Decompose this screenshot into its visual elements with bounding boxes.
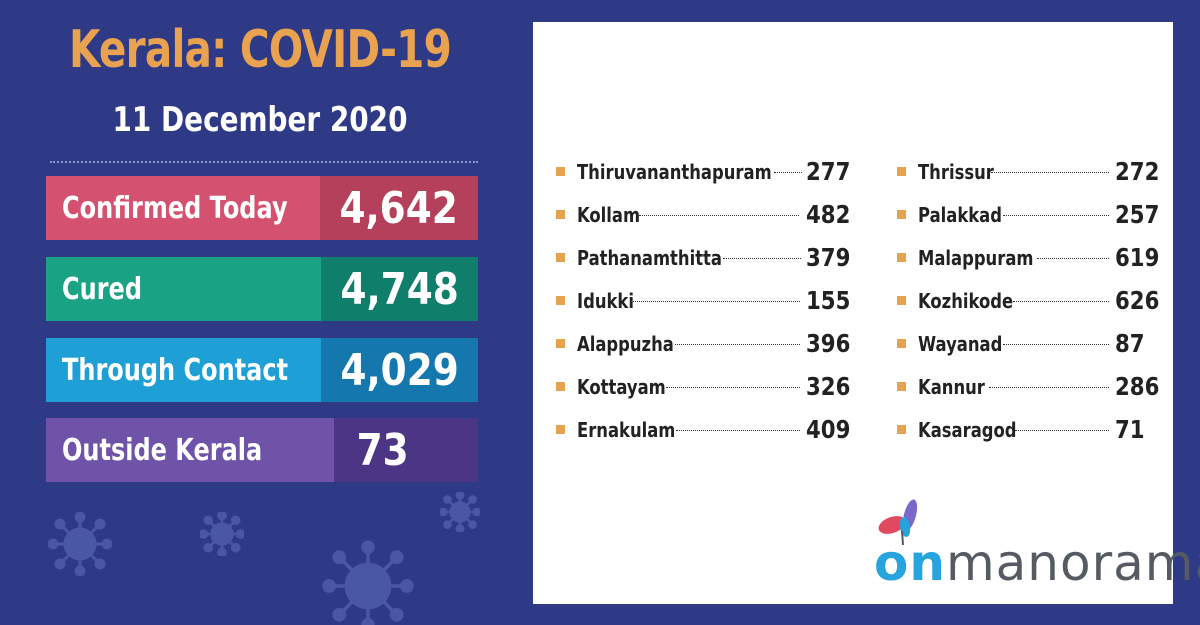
leader-dots [639, 214, 799, 216]
stat-confirmed-today: Confirmed Today 4,642 [46, 176, 478, 240]
stat-label: Cured [46, 257, 321, 321]
leader-dots [989, 386, 1109, 388]
logo-suffix: manorama [945, 534, 1200, 592]
divider [50, 161, 478, 163]
district-value: 409 [806, 415, 851, 444]
district-row-kannur: Kannur 286 [897, 365, 1197, 408]
district-row-wayanad: Wayanad 87 [897, 322, 1197, 365]
leader-dots [991, 171, 1109, 173]
district-row-kozhikode: Kozhikode 626 [897, 279, 1197, 322]
stat-label: Outside Kerala [46, 418, 334, 482]
district-value: 626 [1115, 286, 1160, 315]
bullet [556, 296, 565, 305]
bullet [556, 382, 565, 391]
leader-dots [774, 171, 802, 173]
leader-dots [1003, 214, 1109, 216]
leader-dots [1013, 300, 1109, 302]
district-value: 619 [1115, 243, 1160, 272]
bullet [897, 425, 906, 434]
district-row-ernakulam: Ernakulam 409 [556, 408, 856, 451]
virus-icon [322, 540, 414, 625]
bullet [897, 339, 906, 348]
district-value: 379 [806, 243, 851, 272]
stat-label: Confirmed Today [46, 176, 320, 240]
district-value: 71 [1115, 415, 1145, 444]
district-row-thiruvananthapuram: Thiruvananthapuram 277 [556, 150, 856, 193]
bullet [556, 167, 565, 176]
district-value: 482 [806, 200, 851, 229]
bullet [556, 210, 565, 219]
stat-outside-kerala: Outside Kerala 73 [46, 418, 478, 482]
district-name: Malappuram [918, 245, 1034, 270]
district-list-right: Thrissur 272 Palakkad 257 Malappuram 619… [897, 150, 1197, 451]
district-value: 257 [1115, 200, 1160, 229]
leader-dots [1015, 429, 1109, 431]
bullet [897, 210, 906, 219]
bullet [897, 382, 906, 391]
district-name: Kottayam [577, 374, 666, 399]
leader-dots [1037, 257, 1109, 259]
district-panel [533, 22, 1173, 604]
leader-dots [666, 386, 800, 388]
district-name: Kasaragod [918, 417, 1017, 442]
district-name: Alappuzha [577, 331, 674, 356]
district-value: 326 [806, 372, 851, 401]
bullet [556, 425, 565, 434]
district-value: 277 [806, 157, 851, 186]
stat-label: Through Contact [46, 338, 321, 402]
district-name: Kannur [918, 374, 985, 399]
butterfly-logo-icon [878, 499, 918, 546]
district-list-left: Thiruvananthapuram 277 Kollam 482 Pathan… [556, 150, 856, 451]
district-row-kollam: Kollam 482 [556, 193, 856, 236]
district-value: 396 [806, 329, 851, 358]
district-value: 87 [1115, 329, 1145, 358]
district-name: Pathanamthitta [577, 245, 722, 270]
leader-dots [630, 300, 800, 302]
district-row-palakkad: Palakkad 257 [897, 193, 1197, 236]
leader-dots [723, 257, 801, 259]
stat-value: 4,642 [320, 176, 478, 240]
bullet [897, 296, 906, 305]
logo-prefix: on [874, 534, 946, 592]
district-row-malappuram: Malappuram 619 [897, 236, 1197, 279]
district-row-idukki: Idukki 155 [556, 279, 856, 322]
district-value: 272 [1115, 157, 1160, 186]
district-name: Idukki [577, 288, 634, 313]
report-date: 11 December 2020 [112, 100, 408, 140]
page-title: Kerala: COVID-19 [68, 20, 452, 80]
district-name: Kollam [577, 202, 641, 227]
district-row-pathanamthitta: Pathanamthitta 379 [556, 236, 856, 279]
district-name: Kozhikode [918, 288, 1014, 313]
stat-cured: Cured 4,748 [46, 257, 478, 321]
stat-value: 4,029 [321, 338, 478, 402]
district-name: Ernakulam [577, 417, 676, 442]
district-name: Thrissur [918, 159, 994, 184]
bullet [897, 253, 906, 262]
district-row-thrissur: Thrissur 272 [897, 150, 1197, 193]
leader-dots [676, 429, 800, 431]
leader-dots [675, 343, 800, 345]
district-value: 286 [1115, 372, 1160, 401]
stat-value: 4,748 [321, 257, 478, 321]
virus-icon [48, 512, 112, 576]
bullet [556, 339, 565, 348]
district-name: Wayanad [918, 331, 1003, 356]
district-row-alappuzha: Alappuzha 396 [556, 322, 856, 365]
district-row-kottayam: Kottayam 326 [556, 365, 856, 408]
summary-section: Kerala: COVID-19 11 December 2020 Confir… [0, 0, 520, 625]
stat-through-contact: Through Contact 4,029 [46, 338, 478, 402]
district-name: Palakkad [918, 202, 1002, 227]
virus-icon [440, 492, 480, 532]
district-row-kasaragod: Kasaragod 71 [897, 408, 1197, 451]
district-name: Thiruvananthapuram [577, 159, 772, 184]
stat-value: 73 [334, 418, 478, 482]
bullet [897, 167, 906, 176]
bullet [556, 253, 565, 262]
onmanorama-logo: onmanorama [874, 534, 1200, 592]
virus-icon [200, 512, 244, 556]
leader-dots [1003, 343, 1109, 345]
district-value: 155 [806, 286, 851, 315]
